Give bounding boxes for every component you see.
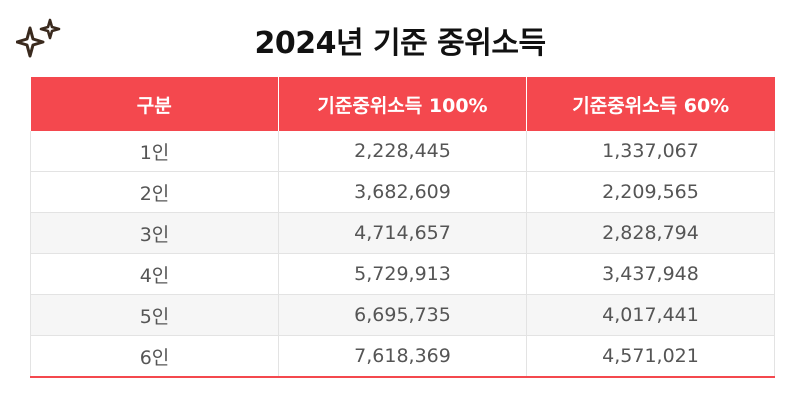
page-title: 2024년 기준 중위소득	[254, 26, 546, 61]
income-100-cell: 2,228,445	[278, 131, 527, 172]
income-100-cell: 4,714,657	[278, 212, 527, 254]
income-60-cell: 3,437,948	[526, 253, 775, 295]
household-size-cell: 5인	[30, 294, 279, 336]
table-header-row: 구분 기준중위소득 100% 기준중위소득 60%	[30, 77, 775, 131]
income-60-cell: 2,828,794	[526, 212, 775, 254]
table-row: 4인 5,729,913 3,437,948	[30, 253, 775, 295]
income-60-cell: 4,571,021	[526, 335, 775, 378]
income-60-cell: 1,337,067	[526, 131, 775, 172]
column-header-income-60: 기준중위소득 60%	[526, 77, 775, 131]
column-header-category: 구분	[30, 77, 279, 131]
table-row: 1인 2,228,445 1,337,067	[30, 131, 775, 172]
column-header-income-100: 기준중위소득 100%	[278, 77, 527, 131]
household-size-cell: 2인	[30, 171, 279, 213]
income-100-cell: 3,682,609	[278, 171, 527, 213]
sparkle-icon	[16, 18, 61, 58]
household-size-cell: 3인	[30, 212, 279, 254]
table-row: 2인 3,682,609 2,209,565	[30, 171, 775, 213]
table-row: 6인 7,618,369 4,571,021	[30, 335, 775, 378]
income-60-cell: 4,017,441	[526, 294, 775, 336]
household-size-cell: 4인	[30, 253, 279, 295]
income-100-cell: 6,695,735	[278, 294, 527, 336]
median-income-table: 구분 기준중위소득 100% 기준중위소득 60% 1인 2,228,445 1…	[30, 77, 775, 378]
income-100-cell: 5,729,913	[278, 253, 527, 295]
household-size-cell: 1인	[30, 131, 279, 172]
income-60-cell: 2,209,565	[526, 171, 775, 213]
household-size-cell: 6인	[30, 335, 279, 378]
table-row: 5인 6,695,735 4,017,441	[30, 294, 775, 336]
table-row: 3인 4,714,657 2,828,794	[30, 212, 775, 254]
income-100-cell: 7,618,369	[278, 335, 527, 378]
